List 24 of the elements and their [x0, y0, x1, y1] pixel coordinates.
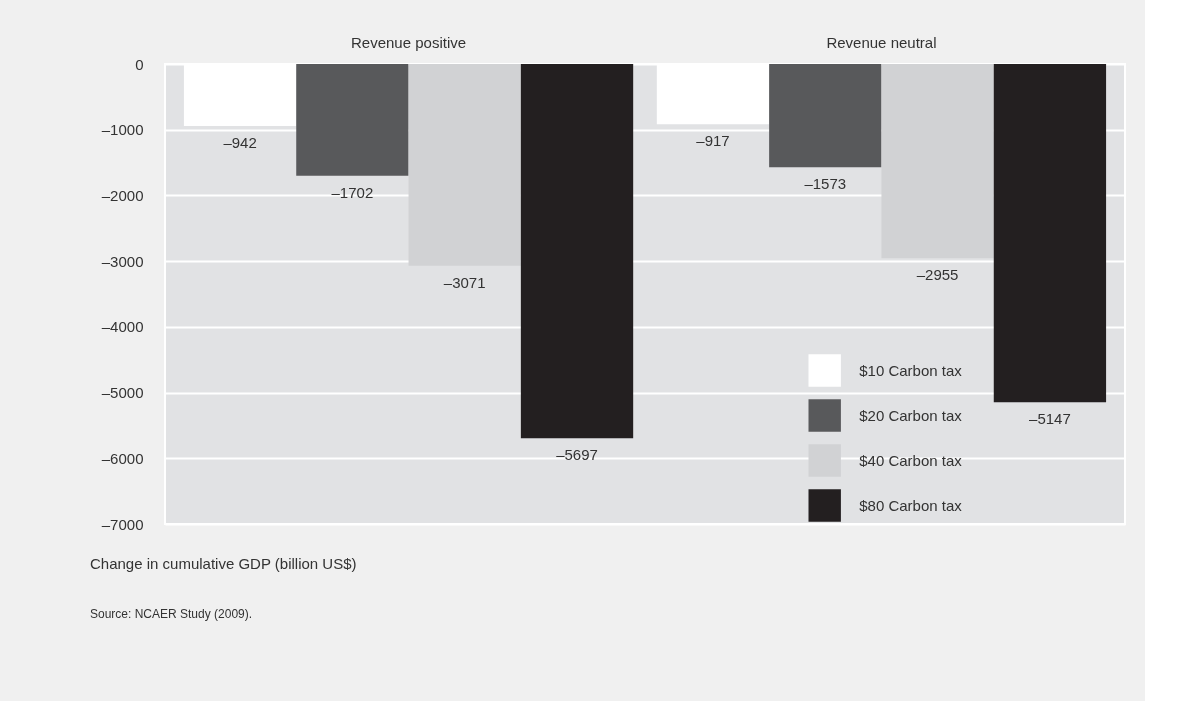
y-axis-title: Change in cumulative GDP (billion US$) [90, 555, 357, 572]
source-note: Source: NCAER Study (2009). [90, 607, 253, 621]
data-label: –942 [223, 133, 257, 151]
y-tick-label: –1000 [101, 121, 144, 139]
data-label: –1702 [331, 183, 374, 201]
data-label: –5147 [1029, 410, 1071, 428]
x-tick-label: Revenue positive [351, 33, 467, 51]
data-label: –3071 [443, 273, 486, 291]
data-label: –5697 [556, 446, 598, 464]
y-tick-label: 0 [135, 55, 144, 73]
y-tick-label: –7000 [101, 515, 144, 533]
x-tick-label: Revenue neutral [826, 33, 937, 51]
y-tick-label: –2000 [101, 186, 144, 204]
legend-label: $20 Carbon tax [859, 406, 963, 424]
y-tick-label: –6000 [101, 449, 144, 467]
y-tick-label: –4000 [101, 318, 144, 336]
data-label: –1573 [804, 175, 847, 193]
y-tick-label: –5000 [101, 384, 144, 402]
legend-label: $40 Carbon tax [859, 451, 963, 469]
legend-label: $80 Carbon tax [859, 496, 963, 514]
data-label: –917 [696, 132, 730, 150]
y-tick-label: –3000 [101, 252, 144, 270]
data-label: –2955 [916, 266, 959, 284]
legend-label: $10 Carbon tax [859, 361, 963, 379]
